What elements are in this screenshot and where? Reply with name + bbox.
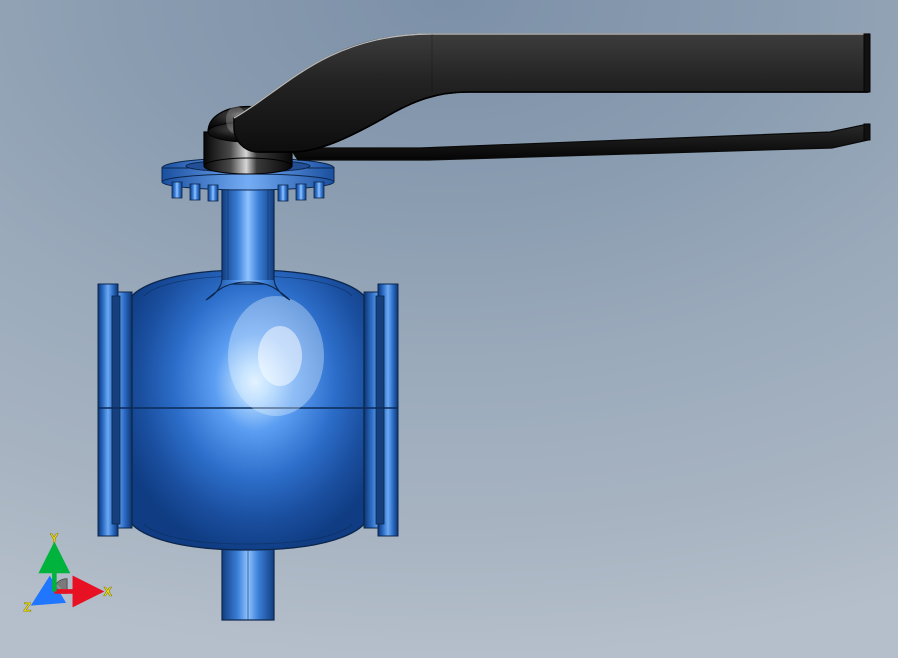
valve-body [98,270,398,550]
triad-label-x: X [103,584,112,599]
valve-bottom-stem [222,548,274,620]
cad-3d-viewport[interactable]: X Y Z [0,0,898,658]
triad-label-y: Y [50,530,59,545]
valve-handle[interactable] [234,34,870,160]
orientation-triad[interactable]: X Y Z [18,526,118,626]
valve-right-end [364,284,398,536]
valve-model[interactable] [0,0,898,658]
valve-left-end [98,284,132,536]
triad-label-z: Z [23,599,31,614]
